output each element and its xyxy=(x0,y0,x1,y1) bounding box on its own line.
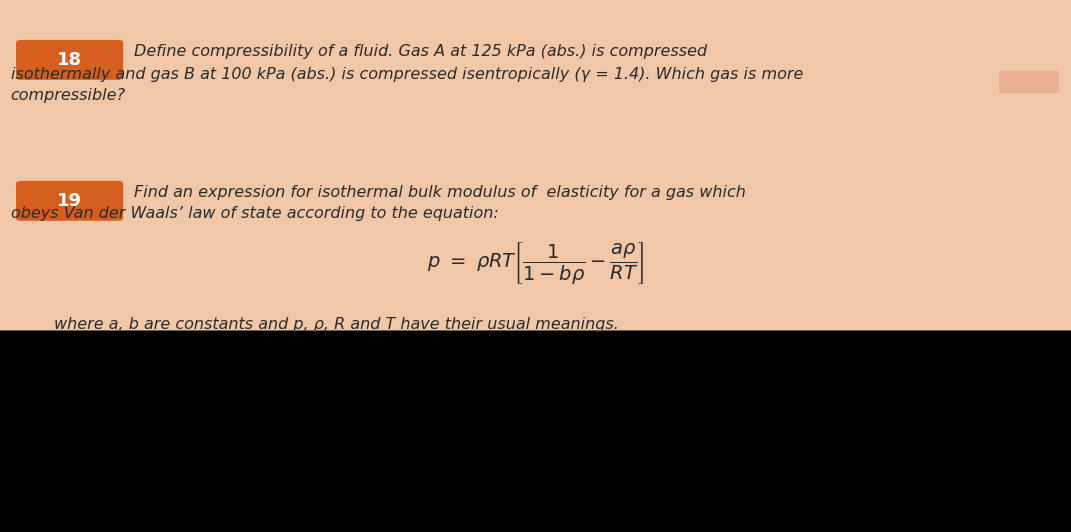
Text: obeys Van der Waals’ law of state according to the equation:: obeys Van der Waals’ law of state accord… xyxy=(11,206,498,221)
Text: compressible?: compressible? xyxy=(11,88,125,103)
Text: where a, b are constants and p, ρ, R and T have their usual meanings.: where a, b are constants and p, ρ, R and… xyxy=(54,317,618,331)
FancyBboxPatch shape xyxy=(0,0,1071,330)
FancyBboxPatch shape xyxy=(999,71,1059,93)
Text: Define compressibility of a fluid. Gas A at 125 kPa (abs.) is compressed: Define compressibility of a fluid. Gas A… xyxy=(134,44,707,59)
Text: 18: 18 xyxy=(57,51,82,69)
Text: Find an expression for isothermal bulk modulus of  elasticity for a gas which: Find an expression for isothermal bulk m… xyxy=(134,185,745,200)
Text: isothermally and gas B at 100 kPa (abs.) is compressed isentropically (γ = 1.4).: isothermally and gas B at 100 kPa (abs.)… xyxy=(11,66,803,81)
Text: $p \ = \ \rho RT \left[ \dfrac{1}{1 - b\rho} - \dfrac{a\rho}{RT} \right]$: $p \ = \ \rho RT \left[ \dfrac{1}{1 - b\… xyxy=(427,240,644,286)
FancyBboxPatch shape xyxy=(16,40,123,80)
Text: 19: 19 xyxy=(57,192,82,210)
FancyBboxPatch shape xyxy=(16,181,123,221)
